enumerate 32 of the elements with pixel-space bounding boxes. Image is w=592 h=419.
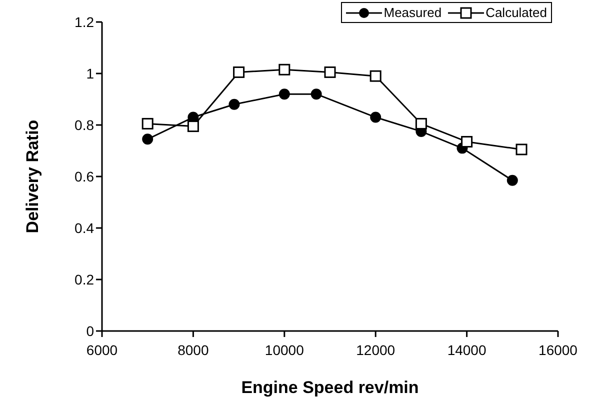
- y-tick-label: 0.6: [74, 168, 94, 184]
- y-tick-label: 1: [86, 65, 94, 82]
- x-tick-label: 14000: [447, 342, 486, 358]
- point: [415, 118, 427, 130]
- y-tick-label: 0.2: [74, 271, 94, 288]
- point: [324, 66, 336, 78]
- point: [142, 134, 154, 145]
- y-tick-label: 0: [86, 322, 94, 339]
- y-tick-label: 0.4: [74, 220, 94, 236]
- y-tick-label: 0.8: [74, 116, 94, 133]
- x-tick-label: 16000: [538, 342, 578, 358]
- y-tick-label: 1.2: [74, 14, 94, 30]
- point: [228, 98, 240, 110]
- point: [187, 120, 199, 132]
- point: [142, 118, 154, 130]
- legend-label: Measured: [384, 5, 442, 20]
- x-tick-label: 8000: [178, 342, 209, 358]
- point: [461, 136, 473, 148]
- x-tick-label: 10000: [264, 342, 304, 358]
- point: [506, 174, 518, 186]
- legend-label: Calculated: [486, 5, 547, 20]
- x-axis-title: Engine Speed rev/min: [241, 378, 419, 397]
- point: [278, 88, 290, 100]
- point: [516, 144, 528, 156]
- point: [310, 88, 322, 100]
- x-tick-label: 6000: [86, 342, 118, 358]
- point: [233, 66, 245, 78]
- point: [370, 112, 382, 123]
- y-axis-title: Delivery Ratio: [23, 120, 42, 234]
- point: [370, 70, 382, 82]
- point: [278, 64, 290, 76]
- x-tick-label: 12000: [356, 342, 396, 358]
